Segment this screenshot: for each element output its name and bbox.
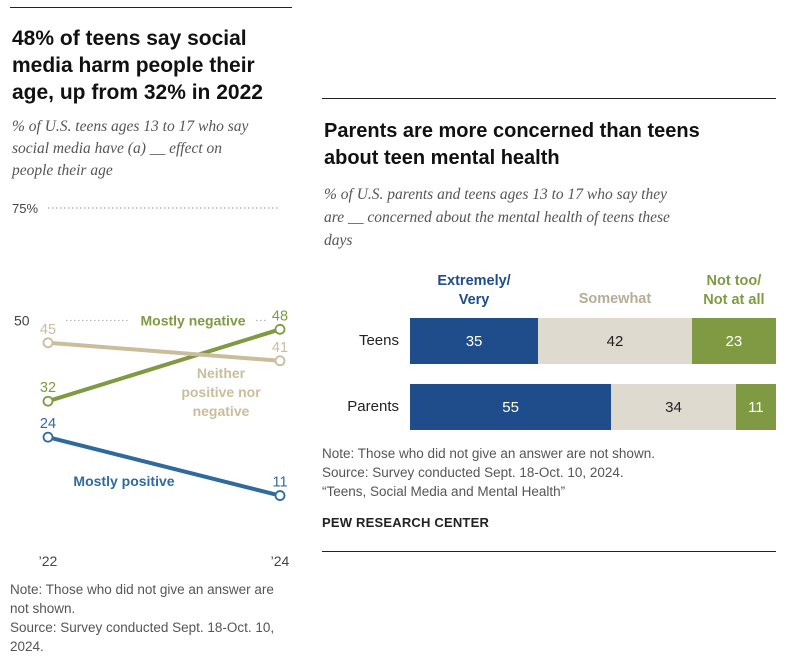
data-label-negative: 32	[40, 380, 56, 396]
right-chart-title: Parents are more concerned than teens ab…	[324, 118, 784, 172]
x-tick-label: ’22	[39, 553, 58, 569]
left-subtitle-line: % of U.S. teens ages 13 to 17 who say	[12, 118, 249, 135]
data-point-negative	[274, 323, 286, 335]
bar-segment: 34	[611, 384, 736, 430]
legend-label-line: Not too/	[706, 273, 762, 289]
data-label-positive: 24	[40, 416, 56, 432]
data-point-positive	[274, 490, 286, 501]
right-chart-note: Note: Those who did not give an answer a…	[322, 444, 782, 501]
right-subtitle-line: are __ concerned about the mental health…	[324, 209, 670, 226]
series-line-negative	[46, 327, 282, 404]
left-note-line: 2024.	[10, 639, 44, 654]
left-note-line: Source: Survey conducted Sept. 18-Oct. 1…	[10, 620, 275, 635]
legend-label: Somewhat	[545, 290, 685, 309]
y-tick-label: 75%	[12, 201, 38, 216]
series-label-neither: negative	[193, 403, 250, 419]
right-chart-subtitle: % of U.S. parents and teens ages 13 to 1…	[324, 183, 784, 252]
data-label-neither: 41	[272, 340, 288, 356]
series-label-neither: positive nor	[181, 384, 261, 400]
data-point-neither	[42, 337, 54, 349]
right-note-line: Note: Those who did not give an answer a…	[322, 446, 655, 461]
right-bottom-rule	[322, 551, 776, 552]
left-chart-note: Note: Those who did not give an answer a…	[10, 580, 300, 656]
data-point-neither	[274, 355, 286, 367]
bar-segment: 11	[735, 384, 776, 430]
pew-credit: PEW RESEARCH CENTER	[322, 515, 490, 530]
reference-label: 50	[14, 312, 30, 328]
right-top-rule	[322, 98, 776, 99]
legend-label: Extremely/Very	[404, 272, 544, 310]
data-label-neither: 45	[40, 322, 56, 338]
legend-label-line: Very	[458, 292, 490, 308]
right-title-line: about teen mental health	[324, 147, 560, 169]
bar-row: 55 34 11	[410, 384, 776, 430]
left-subtitle-line: social media have (a) __ effect on	[12, 140, 223, 157]
series-label-positive: Mostly positive	[73, 473, 174, 489]
row-label: Teens	[358, 332, 399, 349]
legend-label-line: Extremely/	[437, 273, 511, 289]
left-title-line: 48% of teens say social	[12, 27, 247, 50]
data-point-negative	[42, 395, 54, 407]
legend-label: Not too/Not at all	[664, 272, 800, 310]
series-label-negative: Mostly negative	[140, 312, 245, 328]
row-label: Parents	[347, 398, 399, 415]
stacked-bar-chart: Extremely/Very Somewhat Not too/Not at all…	[322, 268, 778, 438]
left-chart-title: 48% of teens say social media harm peopl…	[12, 25, 302, 106]
bar-segment: 42	[538, 318, 692, 364]
legend-label-line: Not at all	[703, 292, 765, 308]
right-note-line: “Teens, Social Media and Mental Health”	[322, 484, 566, 499]
left-note-line: Note: Those who did not give an answer a…	[10, 582, 274, 597]
data-point-positive	[42, 431, 54, 443]
left-title-line: age, up from 32% in 2022	[12, 81, 263, 104]
bar-segment: 35	[410, 318, 539, 364]
left-chart-subtitle: % of U.S. teens ages 13 to 17 who say so…	[12, 116, 302, 182]
left-top-rule	[10, 7, 292, 8]
bar-segment: 55	[410, 384, 612, 430]
series-label-neither: Neither	[197, 365, 246, 381]
left-subtitle-line: people their age	[12, 162, 113, 179]
bar-row: 35 42 23	[410, 318, 776, 364]
legend-label-line: Somewhat	[578, 291, 652, 307]
data-label-positive: 11	[272, 475, 287, 491]
data-label-negative: 48	[272, 308, 288, 324]
left-note-line: not shown.	[10, 601, 76, 616]
right-title-line: Parents are more concerned than teens	[324, 120, 700, 142]
line-chart: 75% 50 ’22 ’24 32 48 Mostly negative 45 41 Neithe…	[12, 201, 290, 569]
x-tick-label: ’24	[271, 553, 290, 569]
series-line-positive	[46, 435, 282, 498]
bar-segment: 23	[691, 318, 776, 364]
series-line-neither	[46, 340, 282, 363]
left-title-line: media harm people their	[12, 54, 255, 77]
right-note-line: Source: Survey conducted Sept. 18-Oct. 1…	[322, 465, 624, 480]
right-subtitle-line: days	[324, 232, 353, 249]
right-subtitle-line: % of U.S. parents and teens ages 13 to 1…	[324, 186, 667, 203]
